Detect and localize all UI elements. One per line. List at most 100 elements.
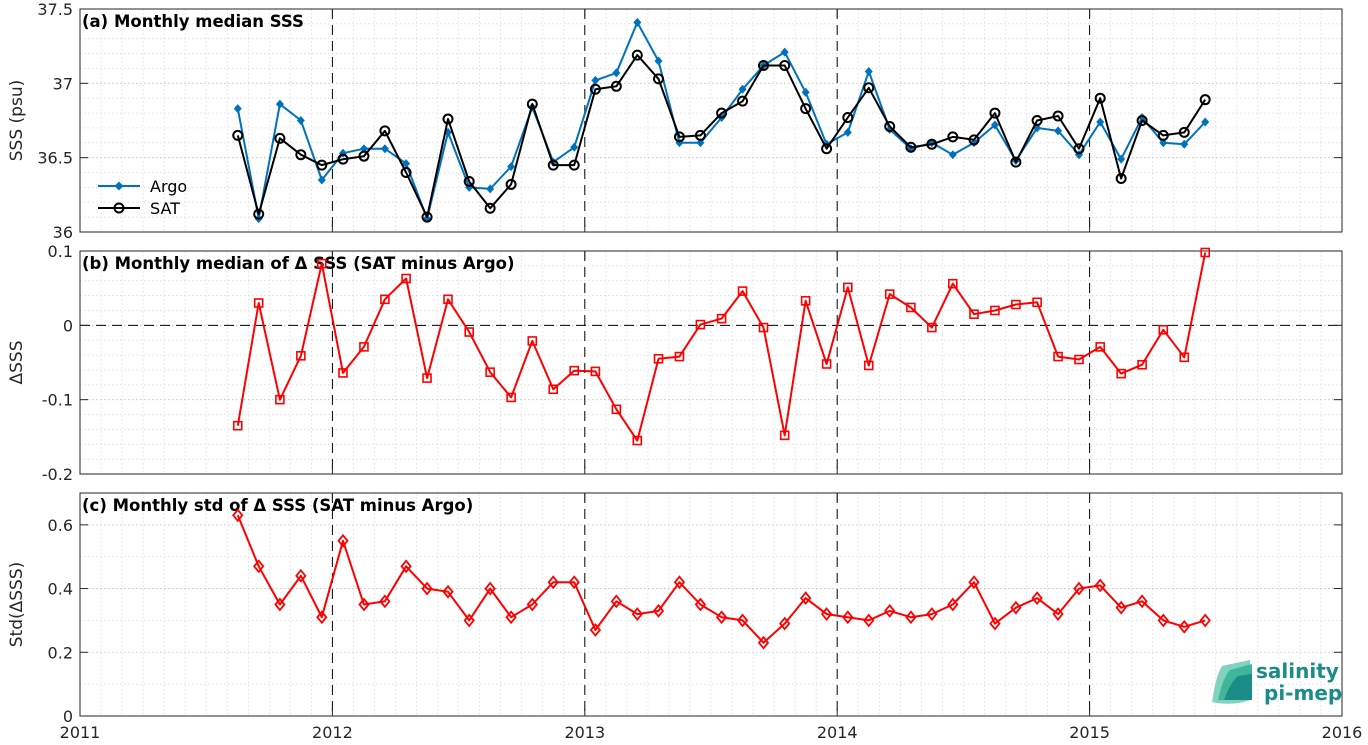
data-point-diamond — [779, 616, 791, 631]
data-point-square — [1137, 359, 1147, 370]
data-point-square — [927, 322, 937, 333]
data-point-square — [843, 282, 853, 293]
data-point-argo — [317, 175, 326, 185]
data-point-diamond — [652, 603, 665, 618]
data-point-square — [611, 404, 622, 415]
data-point-square — [653, 353, 664, 364]
data-point-diamond — [337, 533, 349, 548]
data-point-square — [338, 368, 348, 378]
x-tick-label: 2012 — [312, 723, 353, 742]
data-point-argo — [443, 127, 452, 137]
data-point-sat — [694, 129, 706, 141]
data-point-diamond — [1094, 578, 1106, 593]
data-point-diamond — [694, 597, 707, 612]
data-point-argo — [738, 84, 747, 94]
data-point-square — [253, 298, 264, 308]
data-point-argo — [296, 116, 305, 125]
data-point-diamond — [968, 575, 980, 590]
data-point-square — [380, 294, 390, 305]
data-point-sat — [484, 202, 496, 214]
data-point-sat — [295, 149, 307, 161]
data-point-sat — [463, 175, 475, 187]
data-point-argo — [486, 184, 495, 194]
data-point-square — [1158, 324, 1169, 335]
data-point-square — [464, 327, 475, 337]
data-point-argo — [696, 138, 705, 148]
y-tick-label: 0.2 — [48, 643, 73, 662]
data-point-diamond — [232, 508, 244, 523]
data-point-diamond — [1073, 581, 1085, 596]
data-point-argo — [801, 87, 810, 97]
data-point-diamond — [1031, 591, 1043, 606]
legend-marker-argo — [114, 181, 124, 191]
y-tick-label: 37.5 — [37, 0, 73, 19]
data-point-sat — [842, 112, 854, 124]
panel-b-delta-sss: -0.2 -0.1 0 0.1 ΔSSS (b) Monthly median of Δ … — [7, 242, 1343, 484]
data-point-square — [316, 258, 327, 269]
data-point-diamond — [736, 613, 749, 628]
data-point-argo — [1159, 138, 1168, 148]
data-point-square — [422, 373, 432, 383]
data-point-argo — [380, 144, 389, 154]
legend: Argo SAT — [98, 177, 187, 218]
data-point-sat — [1157, 129, 1169, 141]
data-point-sat — [1199, 94, 1211, 106]
panel-title: (c) Monthly std of Δ SSS (SAT minus Argo… — [82, 496, 473, 515]
data-point-diamond — [947, 597, 959, 612]
y-tick-label: -0.1 — [42, 391, 73, 410]
data-point-diamond — [1010, 600, 1022, 615]
data-point-diamond — [274, 597, 286, 612]
salinity-pi-mep-logo: salinity pi-mep — [1212, 659, 1342, 705]
data-point-diamond — [926, 607, 938, 621]
data-point-sat — [1052, 110, 1064, 122]
data-point-diamond — [316, 610, 328, 625]
y-axis-label: Std(ΔSSS) — [7, 562, 27, 648]
data-point-diamond — [1199, 613, 1211, 628]
y-axis-label: ΔSSS — [7, 340, 27, 384]
data-point-square — [443, 294, 453, 305]
data-point-sat — [547, 159, 559, 171]
data-point-diamond — [1157, 613, 1169, 628]
y-tick-label: 37 — [53, 74, 73, 93]
data-point-square — [758, 322, 769, 333]
data-point-diamond — [379, 594, 391, 609]
data-point-square — [548, 384, 559, 395]
axes-box — [79, 492, 1343, 717]
data-point-diamond — [715, 610, 728, 625]
data-point-diamond — [295, 568, 307, 583]
panel-title: (a) Monthly median SSS — [82, 12, 304, 31]
data-point-sat — [884, 120, 896, 132]
x-tick-label: 2013 — [564, 723, 605, 742]
x-tick-label: 2011 — [60, 723, 101, 742]
data-point-diamond — [799, 591, 812, 606]
data-point-argo — [359, 144, 368, 154]
data-point-diamond — [1115, 600, 1127, 615]
data-point-diamond — [568, 575, 580, 590]
data-point-argo — [507, 162, 516, 172]
y-axis-label: SSS (psu) — [7, 80, 27, 161]
series-line-sat — [236, 54, 1207, 219]
y-tick-label: 0.4 — [48, 580, 73, 599]
data-point-sat — [253, 208, 265, 220]
data-point-diamond — [863, 613, 875, 628]
data-point-square — [884, 289, 895, 299]
data-point-diamond — [1178, 619, 1190, 634]
data-point-argo — [1117, 154, 1126, 164]
data-point-diamond — [589, 623, 602, 637]
data-point-square — [800, 296, 811, 306]
y-tick-label: 36.5 — [37, 149, 73, 168]
data-point-square — [695, 319, 706, 330]
data-point-diamond — [820, 607, 833, 621]
data-point-sat — [1073, 143, 1085, 155]
data-point-diamond — [421, 581, 433, 596]
data-point-sat — [716, 107, 728, 119]
data-point-sat — [610, 80, 622, 92]
data-point-square — [969, 309, 979, 319]
data-point-square — [1095, 342, 1106, 352]
data-point-sat — [968, 134, 980, 146]
data-point-sat — [274, 132, 286, 144]
y-tick-label: 0 — [63, 707, 73, 726]
data-point-square — [1032, 297, 1042, 308]
data-point-argo — [612, 68, 621, 78]
data-point-diamond — [358, 597, 370, 612]
